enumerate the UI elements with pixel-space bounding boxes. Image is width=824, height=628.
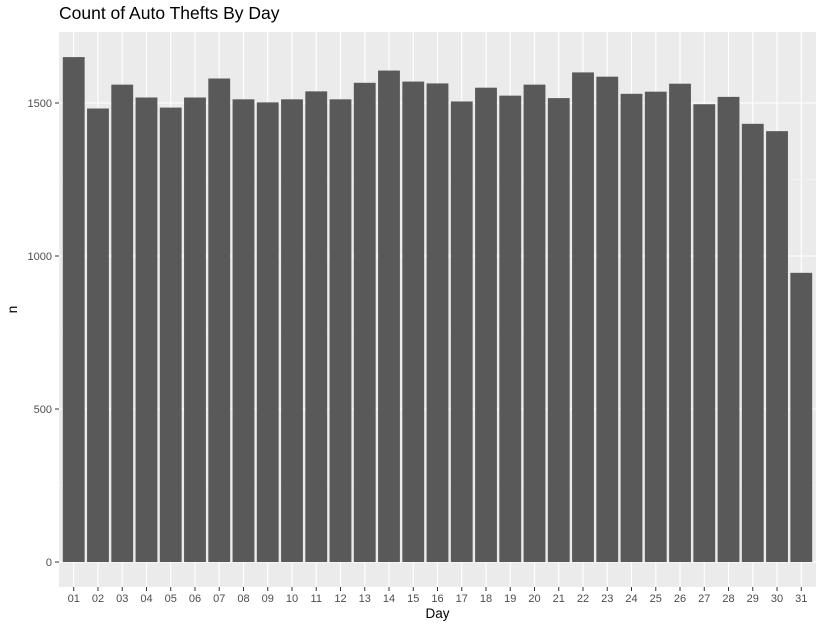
x-tick-label: 21 [553,593,565,605]
x-tick-label: 06 [189,593,201,605]
bar-day-31 [790,272,813,562]
y-tick-label: 500 [34,404,52,416]
bar-day-19 [499,95,522,562]
x-tick-label: 16 [431,593,443,605]
y-axis-title: n [5,306,20,314]
x-tick-label: 12 [334,593,346,605]
x-tick-label: 10 [286,593,298,605]
x-tick-label: 18 [480,593,492,605]
bar-day-16 [426,83,449,562]
bar-day-23 [596,76,619,563]
bar-day-02 [87,108,109,563]
x-tick-label: 14 [383,593,395,605]
bar-day-09 [256,102,279,562]
bar-day-28 [717,96,740,562]
bar-day-12 [329,99,352,562]
x-tick-label: 11 [311,593,322,605]
x-tick-label: 05 [165,593,177,605]
x-tick-label: 09 [262,593,274,605]
x-tick-label: 26 [674,593,686,605]
chart-title: Count of Auto Thefts By Day [59,3,280,23]
bar-day-11 [305,91,328,562]
bar-day-14 [378,70,400,563]
bar-day-22 [572,72,594,563]
y-tick-label: 1500 [28,98,52,110]
x-tick-label: 13 [359,593,371,605]
bar-day-27 [693,104,716,562]
x-tick-label: 03 [116,593,128,605]
bar-day-03 [111,84,134,562]
x-tick-label: 01 [68,593,80,605]
x-axis: 01 02 03 04 05 06 07 08 09 10 11 12 13 14 15 16 17 18 19 20… [68,587,807,605]
bar-day-29 [741,123,764,563]
x-tick-label: 28 [722,593,734,605]
bar-day-15 [402,81,425,562]
bar-day-24 [620,93,643,562]
bar-day-13 [353,82,376,562]
bar-day-06 [184,97,206,562]
bar-day-20 [523,84,546,562]
x-tick-label: 27 [698,593,710,605]
bar-day-21 [547,98,570,562]
x-tick-label: 02 [92,593,104,605]
bar-day-08 [232,99,255,562]
x-tick-label: 04 [140,593,152,605]
x-tick-label: 25 [650,593,662,605]
x-tick-label: 07 [213,593,225,605]
bar-day-01 [62,57,85,562]
y-tick-label: 0 [46,557,52,569]
bar-day-10 [281,99,303,562]
bars [62,57,813,563]
bar-day-18 [475,87,497,562]
x-tick-label: 24 [625,593,637,605]
x-tick-label: 17 [456,593,468,605]
x-tick-label: 29 [747,593,759,605]
y-tick-label: 1000 [28,251,52,263]
x-tick-label: 23 [601,593,613,605]
bar-day-25 [644,91,667,562]
x-tick-label: 08 [237,593,249,605]
bar-day-04 [135,97,158,562]
x-tick-label: 31 [795,593,807,605]
y-axis: 0 500 1000 1500 [28,98,59,569]
x-tick-label: 22 [577,593,589,605]
bar-day-05 [159,107,182,562]
bar-day-07 [208,78,231,563]
x-tick-label: 20 [528,593,540,605]
x-tick-label: 15 [407,593,419,605]
x-tick-label: 30 [771,593,783,605]
x-tick-label: 19 [504,593,516,605]
bar-day-17 [450,101,473,562]
bar-day-30 [766,131,788,563]
bar-day-26 [669,83,691,563]
x-axis-title: Day [425,606,449,621]
